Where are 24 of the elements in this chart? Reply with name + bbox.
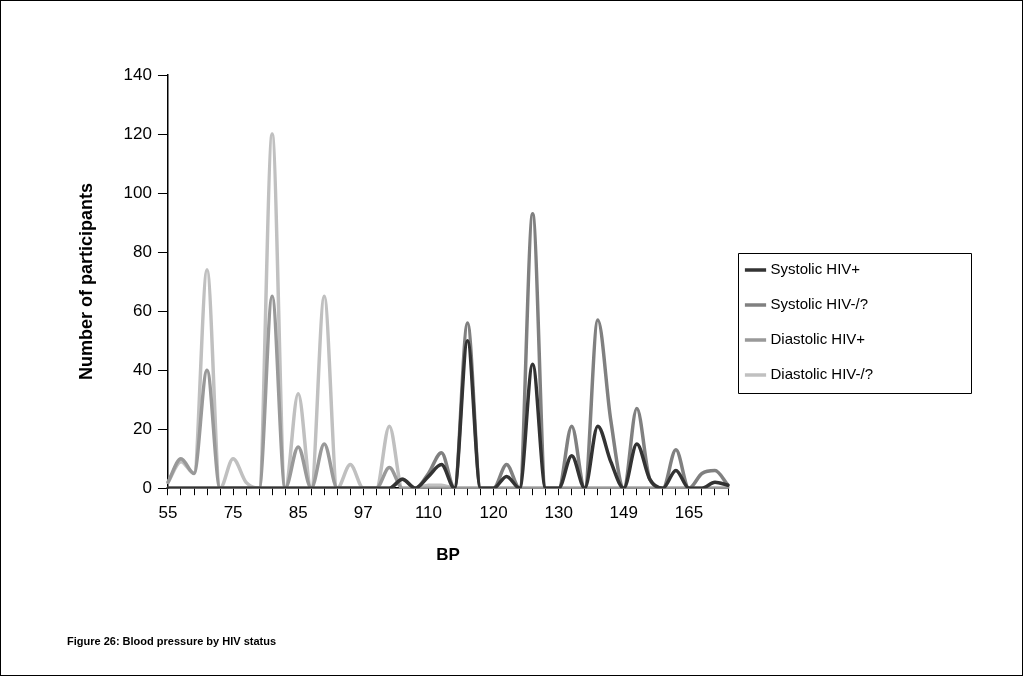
y-tick-label: 100 (123, 182, 152, 202)
y-tick-label: 40 (133, 359, 152, 379)
x-axis-title: BP (436, 545, 460, 565)
x-tick-label: 110 (414, 503, 442, 523)
y-tick-label: 60 (133, 300, 152, 320)
x-tick-label: 165 (674, 503, 704, 523)
caption: Figure 26: Blood pressure by HIV status (67, 635, 277, 647)
y-tick-label: 20 (133, 418, 152, 438)
y-tick-label: 0 (142, 477, 152, 497)
x-tick-label: 55 (158, 503, 178, 523)
x-tick-label: 149 (609, 503, 638, 523)
x-tick-label: 130 (544, 503, 573, 523)
legend-label: Systolic HIV-/? (770, 295, 869, 313)
y-axis-title: Number of participants (75, 183, 96, 381)
y-tick-label: 120 (123, 123, 152, 143)
y-tick-label: 80 (133, 241, 152, 261)
x-tick-label: 85 (288, 503, 308, 523)
x-tick-label: 97 (353, 503, 373, 523)
legend-label: Diastolic HIV+ (770, 330, 866, 348)
legend-label: Systolic HIV+ (770, 260, 861, 278)
y-tick-label: 140 (123, 64, 152, 84)
legend-label: Diastolic HIV-/? (770, 365, 874, 383)
x-tick-label: 120 (479, 503, 508, 523)
x-tick-label: 75 (223, 503, 243, 523)
